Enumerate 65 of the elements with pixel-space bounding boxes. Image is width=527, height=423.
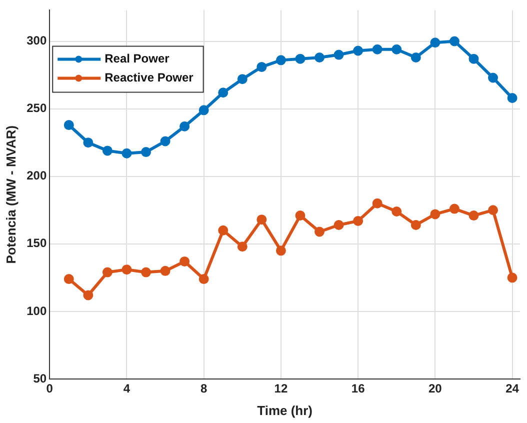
point [449,204,460,214]
point [353,46,364,56]
y-tick-label: 150 [26,236,47,250]
x-tick-label: 16 [351,382,366,396]
point [353,216,364,226]
x-tick-label: 12 [274,382,288,396]
y-tick-label: 50 [33,371,47,386]
point [83,138,94,148]
point [237,74,248,84]
point [430,38,440,48]
point [392,44,402,54]
legend-label: Real Power [104,52,170,66]
point [218,88,228,98]
y-tick-label: 200 [26,168,47,183]
point [314,226,325,237]
x-tick-label: 0 [46,382,54,396]
point [507,272,518,283]
point [468,54,479,64]
point [160,266,170,276]
point [392,206,402,216]
point [276,246,286,256]
point [64,120,74,130]
point [141,267,152,278]
point [410,52,421,62]
point [334,220,344,230]
point [198,274,209,284]
point [430,209,440,220]
point [372,198,382,208]
point [180,121,190,132]
point [122,264,132,275]
y-axis-title: Potencia (MW - MVAR) [3,125,18,264]
point [141,147,152,158]
point [83,290,94,300]
point [314,52,325,62]
point [410,220,421,230]
point [372,44,382,54]
point [237,242,248,252]
point [295,210,306,221]
y-tick-label: 250 [26,101,47,116]
point [256,62,267,72]
point [180,256,190,266]
point [295,54,306,64]
y-tick-label: 100 [26,304,47,318]
x-tick-label: 20 [428,382,442,396]
x-tick-label: 24 [506,382,520,396]
point [198,105,209,116]
point [507,93,518,104]
point [334,50,344,60]
legend-label: Reactive Power [104,70,194,85]
x-axis-title: Time (hr) [257,402,313,418]
point [488,205,498,216]
point [64,274,74,284]
point [122,148,132,158]
point [218,225,228,236]
point [160,136,170,146]
point [449,36,460,46]
y-tick-label: 300 [26,34,47,48]
point [468,210,479,221]
x-tick-label: 4 [123,382,130,396]
point [488,72,498,83]
point [256,214,267,225]
x-tick-label: 8 [200,382,208,396]
point [102,267,112,278]
point [102,146,112,156]
point [276,55,286,66]
